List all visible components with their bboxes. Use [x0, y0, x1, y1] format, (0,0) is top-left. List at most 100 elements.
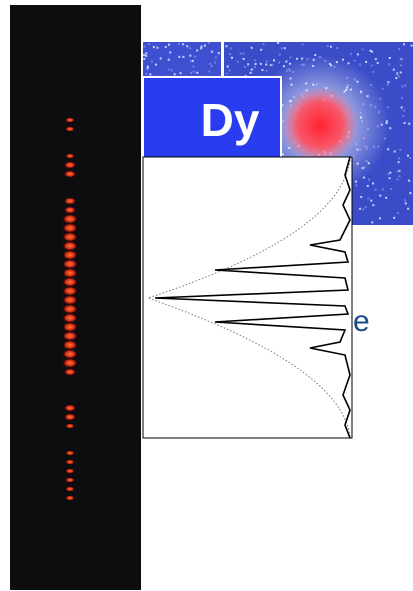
noise-pixel [229, 53, 231, 55]
noise-pixel [192, 60, 194, 62]
noise-pixel [171, 69, 173, 71]
dot [64, 404, 76, 411]
noise-pixel [411, 45, 413, 47]
noise-pixel [327, 45, 329, 47]
noise-pixel [211, 51, 213, 53]
label: Dy [201, 94, 260, 146]
dot [63, 259, 78, 269]
noise-pixel [243, 53, 245, 55]
dot [65, 495, 74, 500]
noise-pixel [251, 69, 253, 71]
dot [65, 117, 74, 122]
noise-pixel [400, 58, 402, 60]
dot [63, 340, 78, 350]
dot [64, 413, 76, 420]
noise-pixel [250, 72, 252, 74]
noise-pixel [262, 43, 264, 45]
noise-pixel [178, 43, 180, 45]
dot [63, 313, 78, 323]
noise-pixel [231, 57, 233, 59]
noise-pixel [389, 172, 391, 174]
noise-pixel [409, 157, 411, 159]
noise-pixel [398, 161, 400, 163]
noise-pixel [285, 61, 287, 63]
dot [63, 304, 78, 314]
noise-pixel [155, 64, 157, 66]
noise-pixel [254, 66, 256, 68]
noise-pixel [174, 73, 176, 75]
noise-pixel [350, 53, 352, 55]
noise-pixel [148, 43, 150, 45]
noise-pixel [273, 59, 275, 61]
noise-pixel [371, 65, 373, 67]
noise-pixel [145, 55, 147, 57]
noise-pixel [389, 57, 391, 59]
noise-pixel [387, 81, 389, 83]
noise-pixel [278, 62, 280, 64]
noise-pixel [145, 73, 147, 75]
noise-pixel [403, 110, 405, 112]
noise-pixel [209, 63, 211, 65]
noise-pixel [218, 52, 220, 54]
dot [63, 322, 78, 332]
noise-pixel [266, 60, 268, 62]
noise-pixel [260, 49, 262, 51]
noise-pixel [405, 202, 407, 204]
noise-pixel [399, 149, 401, 151]
noise-pixel [143, 54, 145, 56]
noise-pixel [240, 53, 242, 55]
noise-pixel [214, 62, 216, 64]
noise-pixel [251, 47, 253, 49]
noise-pixel [290, 56, 292, 58]
noise-pixel [265, 64, 267, 66]
noise-pixel [215, 57, 217, 59]
page: Dy e (() => { const data = JSON.parse(do… [0, 0, 413, 591]
dot [63, 358, 78, 368]
noise-pixel [336, 47, 338, 49]
noise-pixel [398, 157, 400, 159]
noise-pixel [359, 64, 361, 66]
noise-pixel [402, 115, 404, 117]
noise-pixel [401, 85, 403, 87]
noise-pixel [369, 50, 371, 52]
dot [64, 161, 76, 168]
noise-pixel [157, 47, 159, 49]
noise-pixel [360, 196, 362, 198]
noise-pixel [365, 61, 367, 63]
noise-pixel [409, 192, 411, 194]
noise-pixel [400, 72, 402, 74]
noise-pixel [389, 177, 391, 179]
noise-pixel [226, 73, 228, 75]
noise-pixel [189, 55, 191, 57]
noise-pixel [225, 45, 227, 47]
noise-pixel [193, 65, 195, 67]
noise-pixel [266, 70, 268, 72]
noise-pixel [407, 208, 409, 210]
noise-pixel [372, 204, 374, 206]
noise-pixel [371, 221, 373, 223]
noise-pixel [145, 52, 147, 54]
noise-pixel [387, 148, 389, 150]
noise-pixel [227, 66, 229, 68]
noise-pixel [359, 208, 361, 210]
noise-pixel [377, 62, 379, 64]
noise-pixel [382, 88, 384, 90]
noise-pixel [143, 46, 145, 48]
noise-pixel [403, 43, 405, 45]
noise-pixel [255, 63, 257, 65]
noise-pixel [196, 72, 198, 74]
noise-pixel [397, 171, 399, 173]
noise-pixel [168, 69, 170, 71]
noise-pixel [398, 48, 400, 50]
dot [65, 153, 74, 158]
noise-pixel [388, 63, 390, 65]
dot [64, 206, 76, 213]
dot [63, 277, 78, 287]
noise-pixel [165, 46, 167, 48]
noise-pixel [168, 44, 170, 46]
noise-pixel [397, 74, 399, 76]
noise-pixel [367, 197, 369, 199]
noise-pixel [254, 59, 256, 61]
dot [63, 286, 78, 296]
noise-pixel [388, 173, 390, 175]
